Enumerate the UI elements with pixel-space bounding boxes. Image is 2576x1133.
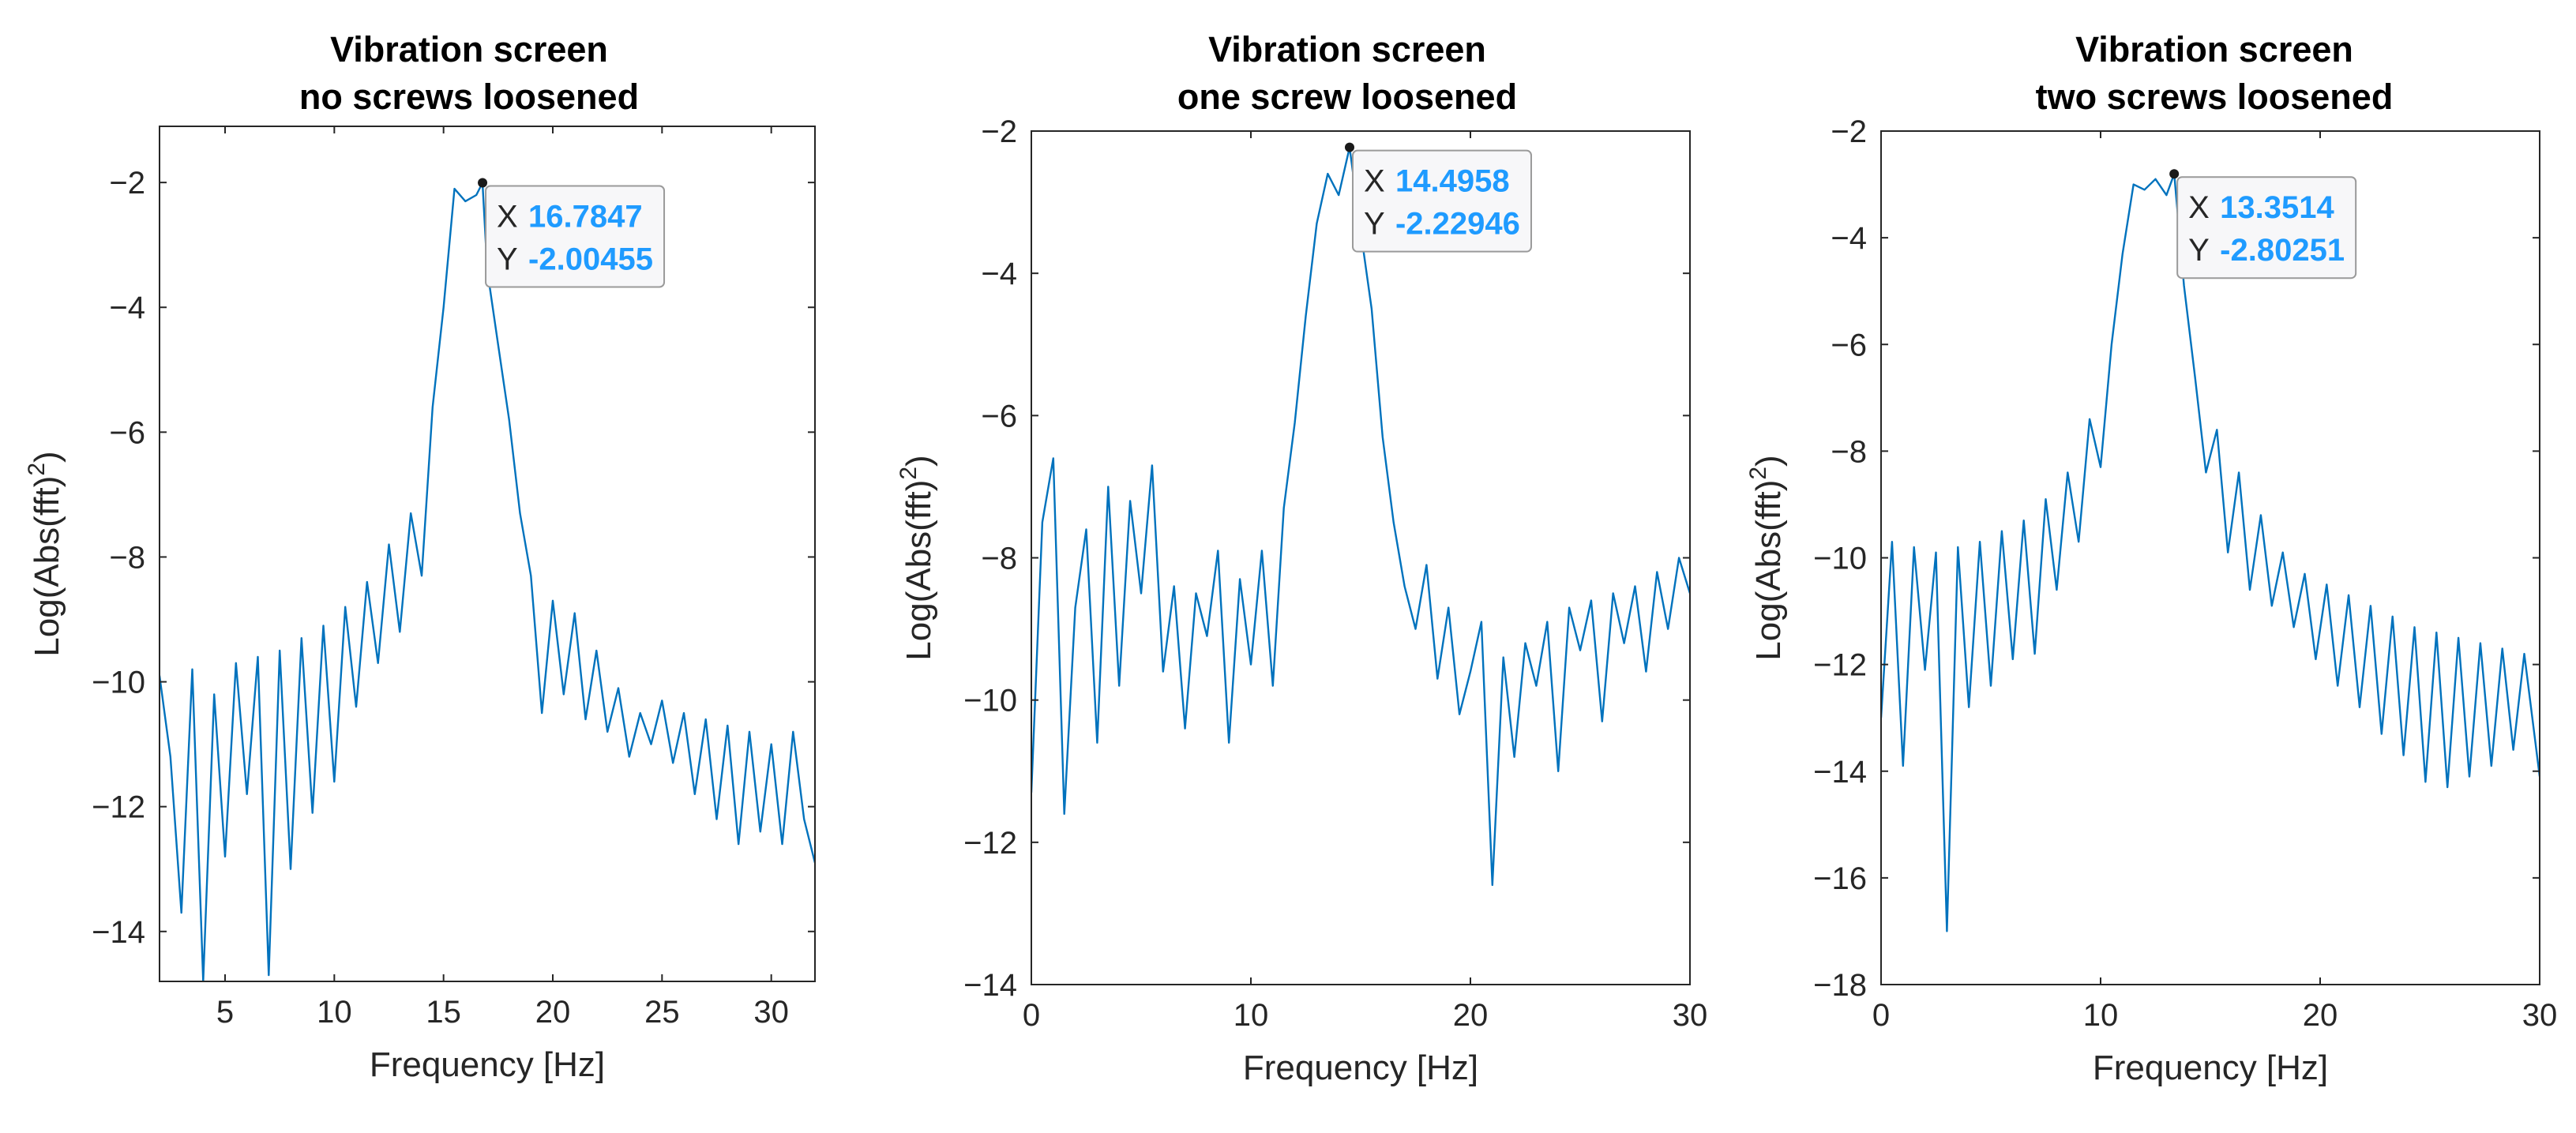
y-tick-label: −16 [1813, 861, 1867, 896]
datatip-box[interactable] [1351, 149, 1532, 253]
datatip-y-key: Y [497, 242, 518, 277]
y-axis-label: Log(Abs(fft)2) [896, 455, 938, 660]
x-tick-label: 20 [2303, 998, 2338, 1033]
y-axis-label-end: ) [28, 451, 66, 463]
y-tick-label: −10 [963, 684, 1017, 718]
chart-title: Vibration screen [2075, 29, 2353, 69]
chart-panel-3: Vibration screen two screws loosened 0 10 20… [1745, 29, 2557, 1087]
y-tick-label: −14 [963, 968, 1017, 1003]
y-axis-label-end: ) [1749, 455, 1788, 467]
datatip[interactable]: X 14.4958 Y -2.22946 [1344, 142, 1532, 253]
y-axis-label-main: Log(Abs(fft) [899, 480, 938, 661]
x-axis-label: Frequency [Hz] [370, 1045, 605, 1084]
chart-panel-1: Vibration screen no screws loosened 5 10 15 2… [24, 29, 816, 1084]
x-tick-label: 15 [426, 995, 461, 1030]
datatip-y-value: -2.00455 [528, 242, 653, 277]
datatip-box[interactable] [2176, 176, 2357, 279]
x-axis-label: Frequency [Hz] [1243, 1049, 1478, 1087]
datatip-marker[interactable] [1344, 142, 1354, 152]
y-tick-label: −6 [981, 399, 1017, 433]
x-tick-label: 20 [1453, 998, 1489, 1033]
y-tick-label: −8 [1831, 434, 1867, 469]
datatip-box[interactable] [485, 185, 666, 288]
x-tick-label: 30 [753, 995, 789, 1030]
chart-subtitle: one screw loosened [1177, 77, 1517, 117]
y-axis-label-end: ) [899, 455, 938, 467]
y-axis-label-sup: 2 [1745, 467, 1771, 480]
datatip-x-key: X [497, 200, 518, 234]
datatip-x-value: 14.4958 [1395, 164, 1510, 199]
y-tick-label: −2 [109, 166, 145, 201]
datatip-y-key: Y [1364, 207, 1385, 242]
chart-subtitle: two screws loosened [2036, 77, 2394, 117]
y-tick-label: −14 [92, 915, 145, 950]
series-line-spectrum [1031, 146, 1690, 887]
y-tick-label: −12 [92, 790, 145, 825]
chart-panel-2: Vibration screen one screw loosened 0 10 20 3… [896, 29, 1707, 1087]
y-axis-label-sup: 2 [896, 467, 922, 480]
y-tick-label: −6 [1831, 328, 1867, 362]
chart-subtitle: no screws loosened [299, 77, 639, 117]
y-tick-label: −10 [1813, 542, 1867, 576]
datatip-y-key: Y [2188, 233, 2210, 268]
x-tick-label: 30 [2522, 998, 2558, 1033]
y-tick-label: −4 [981, 257, 1017, 291]
x-tick-label: 10 [317, 995, 352, 1030]
plot-frame [1031, 130, 1691, 985]
x-tick-label: 25 [644, 995, 680, 1030]
y-tick-label: −8 [981, 542, 1017, 576]
y-tick-label: −2 [1831, 114, 1867, 149]
y-axis-label: Log(Abs(fft)2) [1745, 455, 1788, 660]
y-tick-label: −4 [1831, 221, 1867, 256]
x-tick-label: 0 [1023, 998, 1040, 1033]
x-tick-label: 20 [535, 995, 571, 1030]
y-axis-label-main: Log(Abs(fft) [1749, 480, 1788, 661]
datatip-x-key: X [2188, 190, 2210, 225]
datatip-y-value: -2.22946 [1395, 207, 1520, 242]
datatip[interactable]: X 16.7847 Y -2.00455 [478, 178, 666, 288]
series-line-spectrum [160, 182, 815, 981]
y-axis-label-main: Log(Abs(fft) [28, 476, 66, 657]
datatip-x-value: 16.7847 [528, 200, 643, 234]
datatip-x-value: 13.3514 [2220, 190, 2334, 225]
y-tick-label: −6 [109, 415, 145, 450]
y-tick-label: −2 [981, 114, 1017, 149]
y-axis-label-sup: 2 [24, 463, 50, 476]
y-tick-label: −12 [1813, 648, 1867, 683]
y-tick-label: −12 [963, 826, 1017, 861]
y-axis-label: Log(Abs(fft)2) [24, 451, 66, 656]
y-tick-label: −18 [1813, 968, 1867, 1003]
x-axis-label: Frequency [Hz] [2093, 1049, 2328, 1087]
y-tick-label: −4 [109, 291, 145, 325]
series-line-spectrum [1881, 172, 2540, 932]
y-tick-label: −14 [1813, 755, 1867, 790]
datatip-x-key: X [1364, 164, 1385, 199]
datatip-marker[interactable] [2169, 169, 2180, 179]
datatip-y-value: -2.80251 [2220, 233, 2345, 268]
x-tick-label: 10 [2083, 998, 2119, 1033]
datatip[interactable]: X 13.3514 Y -2.80251 [2169, 169, 2357, 279]
chart-title: Vibration screen [1208, 29, 1486, 69]
x-tick-label: 10 [1234, 998, 1269, 1033]
y-tick-label: −8 [109, 540, 145, 575]
x-tick-label: 5 [216, 995, 234, 1030]
x-tick-label: 30 [1673, 998, 1708, 1033]
x-tick-label: 0 [1872, 998, 1890, 1033]
plot-frame [159, 126, 816, 982]
chart-title: Vibration screen [330, 29, 608, 69]
y-tick-label: −10 [92, 666, 145, 700]
datatip-marker[interactable] [478, 178, 488, 188]
